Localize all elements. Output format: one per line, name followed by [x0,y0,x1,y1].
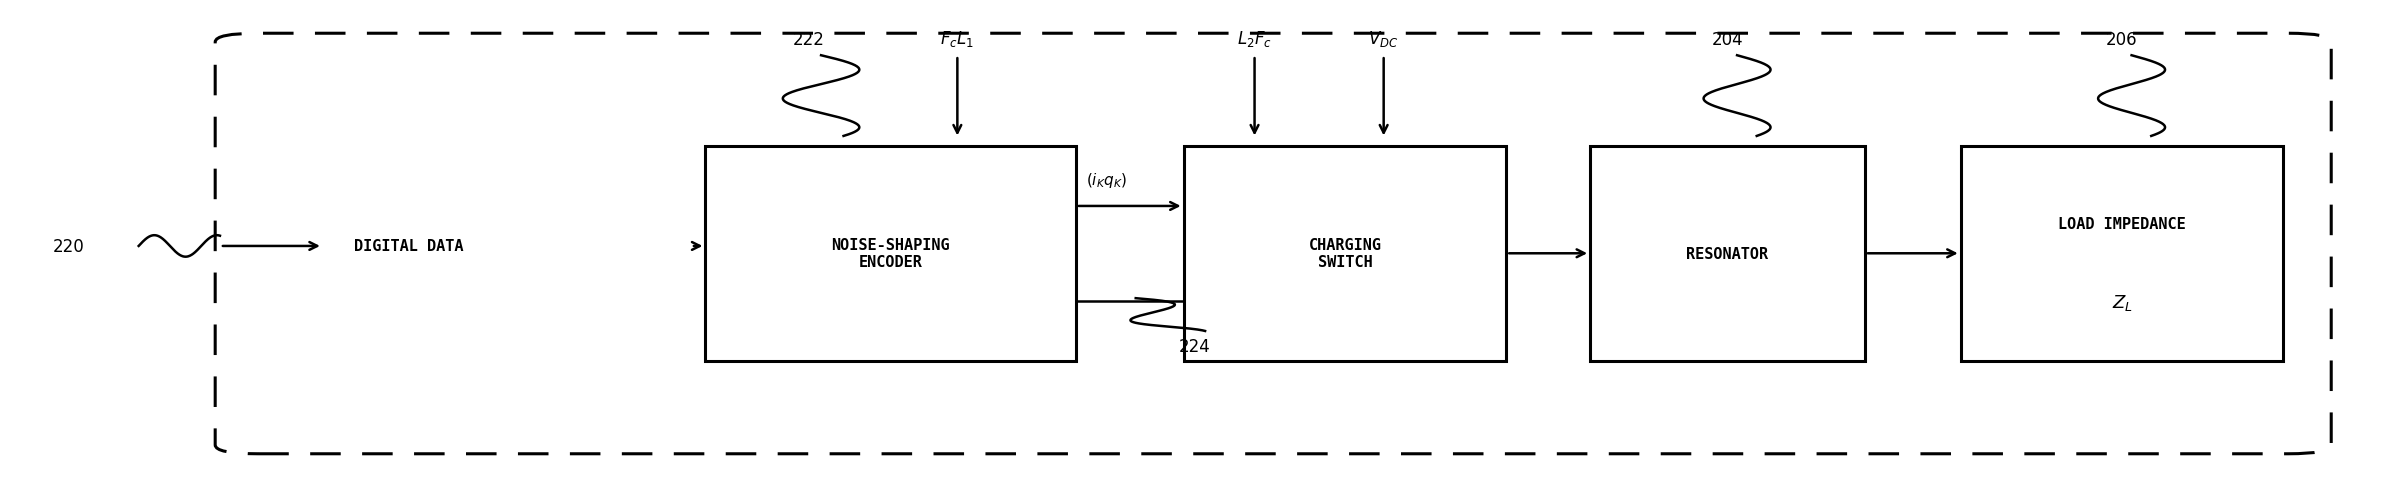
Text: NOISE-SHAPING
ENCODER: NOISE-SHAPING ENCODER [832,238,949,270]
Text: CHARGING
SWITCH: CHARGING SWITCH [1308,238,1382,270]
Text: 220: 220 [53,238,84,255]
Text: LOAD IMPEDANCE: LOAD IMPEDANCE [2059,217,2185,232]
Text: 224: 224 [1179,338,1210,356]
Text: 206: 206 [2106,31,2138,49]
Bar [705,146,1076,361]
Text: $(i_Kq_K)$: $(i_Kq_K)$ [1086,170,1126,189]
Bar [1961,146,2283,361]
Text: 222: 222 [794,31,825,49]
Text: $F_cL_1$: $F_cL_1$ [940,29,976,49]
Text: $Z_L$: $Z_L$ [2111,293,2133,312]
Text: $L_2F_c$: $L_2F_c$ [1236,29,1272,49]
Text: 204: 204 [1712,31,1743,49]
Bar [1590,146,1865,361]
Text: DIGITAL DATA: DIGITAL DATA [354,239,464,254]
Bar [1184,146,1506,361]
Text: $V_{DC}$: $V_{DC}$ [1368,29,1399,49]
Text: RESONATOR: RESONATOR [1686,246,1769,261]
